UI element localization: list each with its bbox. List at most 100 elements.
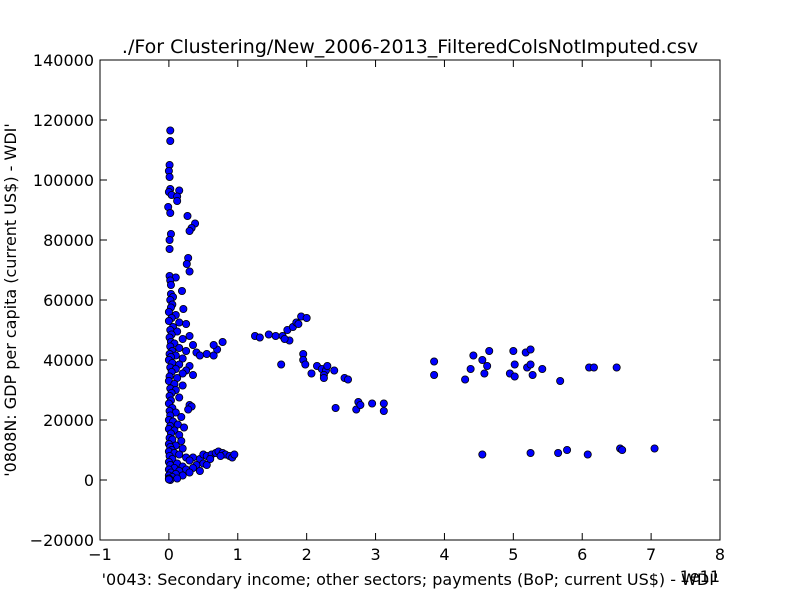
data-point	[173, 474, 182, 483]
data-point	[478, 450, 487, 459]
y-tick-label: 120000	[33, 111, 94, 130]
data-point	[271, 331, 280, 340]
y-tick-label: 0	[84, 471, 94, 490]
data-point	[461, 375, 470, 384]
data-point	[563, 445, 572, 454]
data-point	[195, 466, 204, 475]
data-point	[618, 445, 627, 454]
data-point	[209, 351, 218, 360]
data-point	[301, 360, 310, 369]
y-tick-label: 20000	[43, 411, 94, 430]
data-point	[466, 364, 475, 373]
x-axis-offset-label: 1e11	[680, 567, 720, 586]
data-point	[280, 334, 289, 343]
data-point	[175, 343, 184, 352]
data-point	[478, 355, 487, 364]
data-point	[509, 346, 518, 355]
x-tick-label: 1	[233, 545, 243, 564]
data-point	[323, 361, 332, 370]
data-point	[483, 361, 492, 370]
data-points	[164, 126, 659, 484]
data-point	[209, 340, 218, 349]
data-point	[526, 360, 535, 369]
data-point	[185, 456, 194, 465]
data-point	[165, 172, 174, 181]
data-point	[589, 363, 598, 372]
data-point	[173, 196, 182, 205]
data-point	[188, 340, 197, 349]
data-point	[185, 226, 194, 235]
data-point	[331, 403, 340, 412]
data-point	[166, 208, 175, 217]
data-point	[185, 331, 194, 340]
x-tick-label: 6	[577, 545, 587, 564]
y-tick-label: 100000	[33, 171, 94, 190]
data-point	[554, 448, 563, 457]
data-point	[264, 330, 273, 339]
x-tick-label: 2	[302, 545, 312, 564]
data-point	[182, 259, 191, 268]
data-point	[379, 399, 388, 408]
data-point	[164, 316, 173, 325]
data-point	[556, 376, 565, 385]
data-point	[166, 280, 175, 289]
data-point	[469, 351, 478, 360]
data-point	[175, 450, 184, 459]
x-tick-label: 0	[164, 545, 174, 564]
y-tick-label: 60000	[43, 291, 94, 310]
data-point	[195, 351, 204, 360]
data-point	[510, 372, 519, 381]
data-point	[177, 412, 186, 421]
data-point	[485, 346, 494, 355]
data-point	[178, 369, 187, 378]
data-point	[319, 373, 328, 382]
data-point	[175, 393, 184, 402]
data-point	[184, 405, 193, 414]
x-tick-label: 8	[715, 545, 725, 564]
data-point	[356, 400, 365, 409]
data-point	[202, 349, 211, 358]
data-point	[526, 345, 535, 354]
x-tick-label: 7	[646, 545, 656, 564]
chart-title: ./For Clustering/New_2006-2013_FilteredC…	[122, 36, 698, 58]
axis-ticks: −1 0 1 2 3 4 5 6 7 8 −20000 0 20000 40000 60000 80000 10…	[30, 51, 725, 564]
data-point	[430, 357, 439, 366]
x-tick-label: 3	[370, 545, 380, 564]
data-point	[178, 444, 187, 453]
data-point	[182, 319, 191, 328]
data-point	[188, 370, 197, 379]
x-tick-label: 5	[508, 545, 518, 564]
data-point	[307, 369, 316, 378]
data-point	[185, 468, 194, 477]
data-point	[480, 369, 489, 378]
y-tick-label: 140000	[33, 51, 94, 70]
data-point	[164, 475, 173, 484]
data-point	[177, 286, 186, 295]
data-point	[202, 460, 211, 469]
data-point	[528, 370, 537, 379]
data-point	[612, 363, 621, 372]
data-point	[343, 375, 352, 384]
y-axis-label: '0808N: GDP per capita (current US$) - W…	[1, 123, 20, 477]
data-point	[230, 450, 239, 459]
data-point	[182, 346, 191, 355]
data-point	[179, 304, 188, 313]
x-axis-label: '0043: Secondary income; other sectors; …	[102, 570, 719, 589]
data-point	[650, 444, 659, 453]
plot-frame	[99, 59, 721, 541]
data-point	[218, 337, 227, 346]
data-point	[538, 364, 547, 373]
data-point	[302, 313, 311, 322]
data-point	[583, 450, 592, 459]
data-point	[183, 211, 192, 220]
data-point	[368, 399, 377, 408]
data-point	[175, 318, 184, 327]
data-point	[178, 334, 187, 343]
data-point	[178, 381, 187, 390]
data-point	[379, 406, 388, 415]
data-point	[166, 136, 175, 145]
data-point	[255, 333, 264, 342]
data-point	[177, 436, 186, 445]
data-point	[277, 360, 286, 369]
